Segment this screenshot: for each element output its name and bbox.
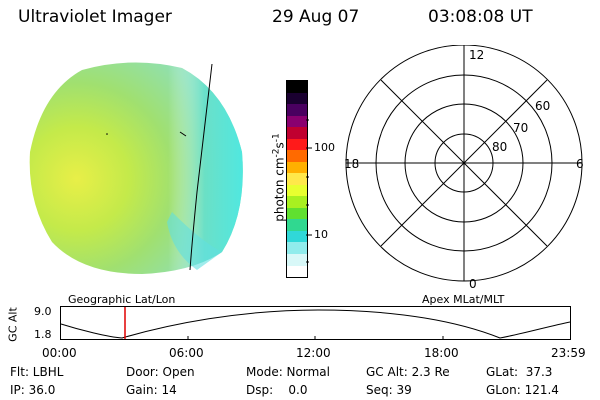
colorbar-swatch [287, 219, 307, 231]
colorbar-swatch [287, 138, 307, 151]
colorbar-swatch [287, 207, 307, 220]
info-ip: IP: 36.0 [10, 383, 56, 397]
orbit-x-tick-0000: 00:00 [42, 346, 77, 360]
orbit-left-title: Geographic Lat/Lon [68, 293, 176, 306]
colorbar-tick-10: 10 [314, 228, 328, 241]
polar-diagonal-2 [380, 79, 548, 247]
colorbar-swatch [287, 115, 307, 128]
polar-ring-label-80: 80 [492, 140, 507, 154]
orbit-x-tick-1200: 12:00 [296, 346, 331, 360]
info-mode: Mode: Normal [246, 365, 330, 379]
info-glat: GLat: 37.3 [486, 365, 553, 379]
polar-label-bottom: 0 [469, 277, 477, 290]
info-dsp: Dsp: 0.0 [246, 383, 308, 397]
colorbar-swatch [287, 92, 307, 105]
orbit-y-min: 1.8 [34, 328, 52, 341]
orbit-x-tick-0600: 06:00 [169, 346, 204, 360]
info-filter: Flt: LBHL [10, 365, 64, 379]
orbit-right-title: Apex MLat/MLT [422, 293, 505, 306]
time-label: 03:08:08 UT [428, 7, 533, 27]
colorbar [286, 80, 308, 278]
orbit-y-max: 9.0 [34, 305, 52, 318]
orbit-y-axis-label: GC Alt [6, 307, 20, 342]
terminator-line [189, 63, 213, 271]
info-door: Door: Open [126, 365, 195, 379]
colorbar-swatch [287, 127, 307, 139]
info-gc-alt: GC Alt: 2.3 Re [366, 365, 450, 379]
uv-image-disk [29, 62, 243, 274]
orbit-x-tick-1800: 18:00 [424, 346, 459, 360]
orbit-plot [60, 306, 571, 340]
date-label: 29 Aug 07 [272, 7, 360, 27]
colorbar-swatch [287, 173, 307, 185]
colorbar-tick-100: 100 [314, 141, 335, 154]
polar-label-right: 6 [576, 157, 584, 171]
polar-label-left: 18 [344, 157, 359, 171]
orbit-altitude-curve [60, 309, 571, 339]
colorbar-swatch [287, 150, 307, 162]
colorbar-ticks [306, 119, 312, 263]
instrument-title: Ultraviolet Imager [18, 7, 172, 27]
colorbar-swatch [287, 253, 307, 266]
orbit-x-tick-2359: 23:59 [551, 346, 586, 360]
polar-ring-label-70: 70 [513, 121, 528, 135]
colorbar-swatch [287, 265, 307, 278]
polar-ring-label-60: 60 [535, 99, 550, 113]
colorbar-swatch [287, 184, 307, 197]
colorbar-swatch [287, 230, 307, 243]
colorbar-swatch [287, 242, 307, 254]
info-gain: Gain: 14 [126, 383, 177, 397]
colorbar-swatch [287, 161, 307, 174]
orbit-plot-frame [60, 306, 571, 340]
polar-label-top: 12 [469, 48, 484, 62]
colorbar-unit-label: photon cm-2s-1 [271, 133, 287, 222]
polar-plot: 12 0 18 6 60 70 80 [344, 45, 584, 290]
colorbar-swatch [287, 81, 307, 93]
info-seq: Seq: 39 [366, 383, 412, 397]
colorbar-swatch [287, 196, 307, 208]
colorbar-swatch [287, 104, 307, 116]
info-glon: GLon: 121.4 [486, 383, 559, 397]
